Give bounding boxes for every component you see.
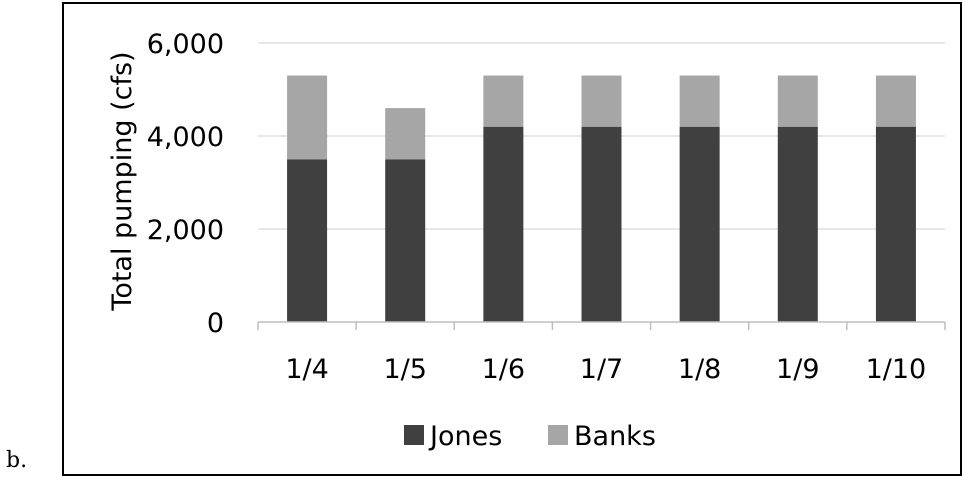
legend: Jones Banks [404,421,656,452]
legend-label-banks: Banks [574,421,656,452]
bar-jones [385,159,426,322]
bar-banks [777,75,818,127]
legend-swatch-jones [404,425,424,445]
axes: 0 2,000 4,000 6,000 1/4 1/5 1/6 1/7 1/8 1/9 1/10 [147,29,946,385]
bar-banks [483,75,524,127]
bar-jones [483,126,524,322]
x-tick-label: 1/6 [482,354,525,385]
y-tick-label: 4,000 [147,122,224,153]
x-tick-label: 1/8 [678,354,721,385]
panel-label: b. [6,448,28,473]
y-tick-label: 0 [207,308,224,339]
bar-banks [679,75,720,127]
legend-label-jones: Jones [428,421,502,452]
x-tick-label: 1/7 [580,354,623,385]
bar-banks [875,75,916,127]
legend-swatch-banks [548,425,568,445]
y-tick-label: 2,000 [147,215,224,246]
bar-jones [287,159,328,322]
x-tick-label: 1/10 [866,354,927,385]
bar-jones [875,126,916,322]
bar-jones [777,126,818,322]
y-tick-label: 6,000 [147,29,224,60]
bar-banks [287,75,328,160]
bar-banks [385,108,426,160]
bar-banks [581,75,622,127]
bar-jones [679,126,720,322]
x-tick-label: 1/5 [383,354,426,385]
chart-frame [62,2,962,476]
x-tick-label: 1/9 [776,354,819,385]
y-axis-title: Total pumping (cfs) [107,51,138,311]
bar-jones [581,126,622,322]
x-tick-label: 1/4 [285,354,328,385]
bars [287,75,916,322]
